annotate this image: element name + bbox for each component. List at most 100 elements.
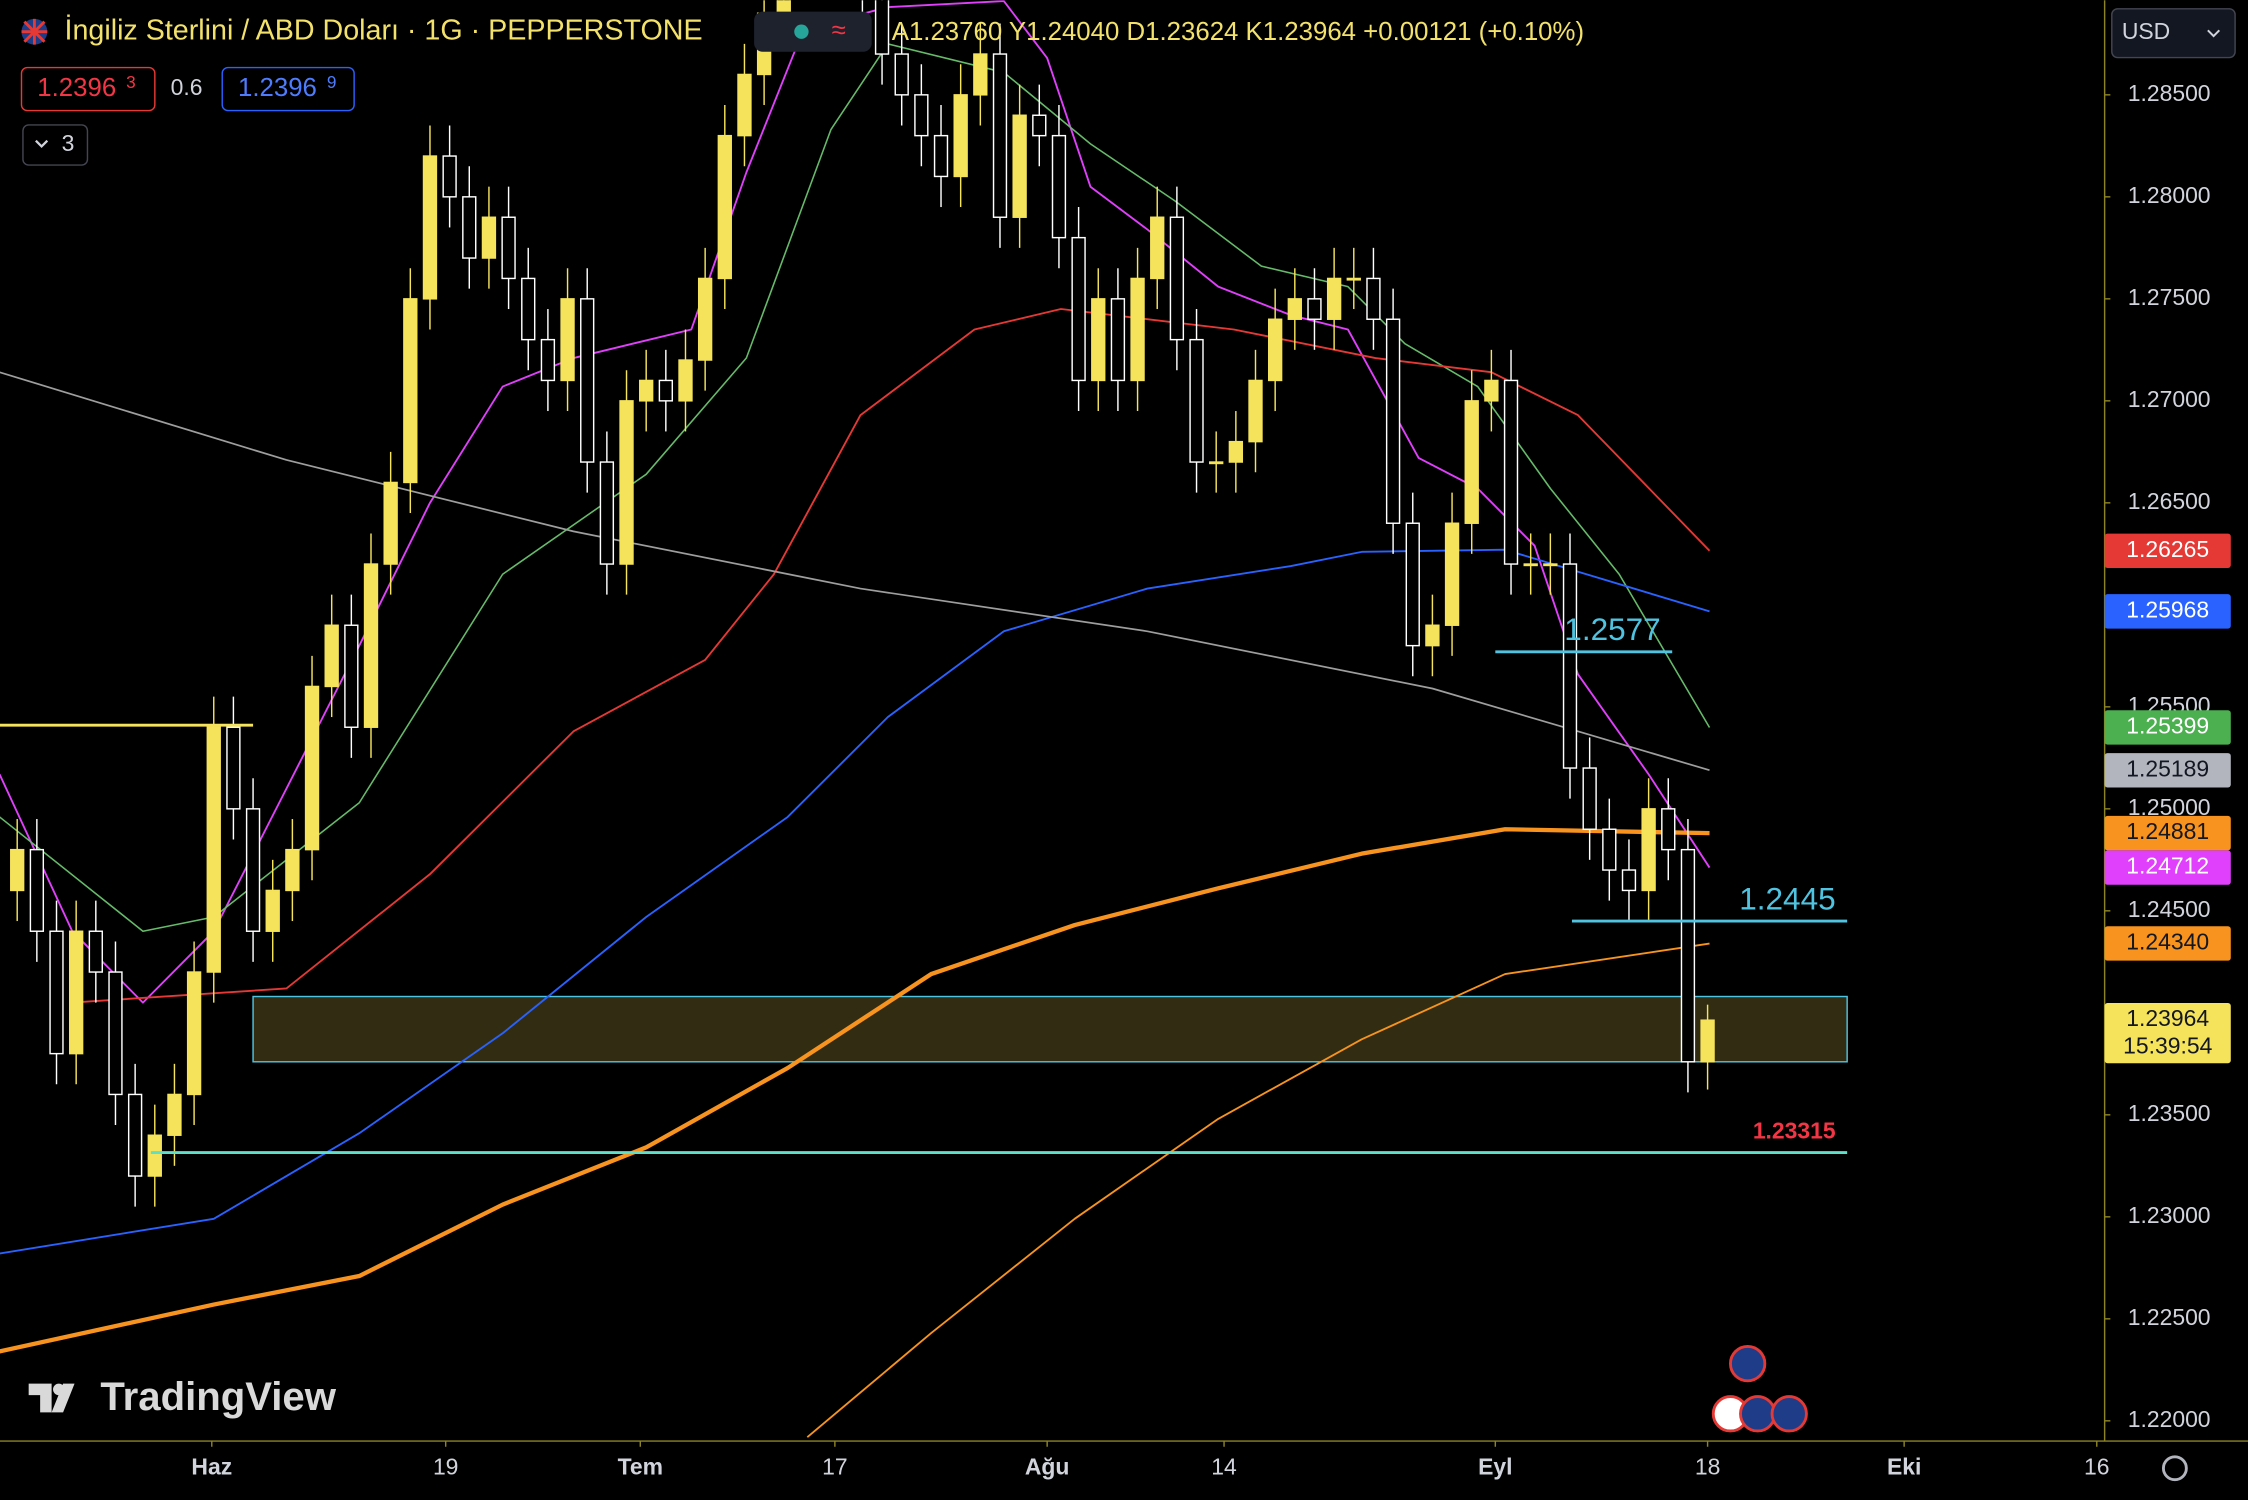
- candle-body: [1405, 522, 1420, 647]
- settings-button[interactable]: [2161, 1455, 2188, 1482]
- candle-body: [1307, 298, 1322, 320]
- sell-button[interactable]: [20, 66, 156, 112]
- candle-body: [1071, 236, 1086, 382]
- candle-body: [776, 0, 791, 14]
- candle-body: [521, 277, 536, 341]
- moving-average: [0, 827, 1710, 1354]
- candle-body: [1602, 828, 1617, 871]
- candle-body: [1562, 563, 1578, 769]
- candle-body: [1503, 379, 1519, 565]
- level-label: 1.23315: [1753, 1118, 1836, 1144]
- x-tick-label: 14: [1211, 1453, 1237, 1479]
- candle-body: [1012, 114, 1027, 218]
- candle-body: [953, 94, 968, 178]
- y-tick-label: 1.22000: [2128, 1406, 2211, 1432]
- currency-select[interactable]: [2111, 8, 2236, 59]
- candle-body: [1523, 563, 1538, 567]
- buy-button[interactable]: [221, 66, 355, 112]
- candle-body: [108, 971, 123, 1096]
- delay-icon: ≈: [832, 17, 846, 45]
- price-badge: [2104, 1002, 2231, 1064]
- bar-countdown: 15:39:54: [2123, 1032, 2212, 1058]
- y-tick-label: 1.23000: [2128, 1202, 2211, 1228]
- events[interactable]: [1711, 1344, 1808, 1433]
- candle-body: [127, 1093, 143, 1177]
- price-badge: [2104, 753, 2231, 788]
- indicators-toggle[interactable]: [22, 124, 89, 166]
- candle-body: [1641, 808, 1656, 892]
- moving-average: [806, 942, 1710, 1438]
- candle-body: [1130, 277, 1145, 382]
- header: İngiliz Sterlini / ABD Doları · 1G · PEP…: [20, 8, 2236, 166]
- moving-average: [0, 371, 1710, 772]
- candle-body: [678, 359, 693, 402]
- candle-body: [462, 196, 477, 259]
- spread: 0.6: [171, 74, 203, 100]
- candle-body: [1346, 277, 1361, 281]
- candle-body: [1091, 298, 1106, 382]
- candle-body: [560, 298, 575, 382]
- event-icon[interactable]: [1729, 1344, 1767, 1383]
- x-tick-label: 18: [1695, 1453, 1721, 1479]
- price-badge-label: 1.25189: [2126, 755, 2209, 781]
- symbol-title[interactable]: İngiliz Sterlini / ABD Doları · 1G · PEP…: [65, 13, 703, 46]
- candle-body: [658, 379, 674, 402]
- price-badge-label: 1.26265: [2126, 536, 2209, 562]
- price-badge: [2104, 710, 2231, 745]
- event-icon[interactable]: [1770, 1395, 1808, 1433]
- logo: TradingView: [28, 1374, 337, 1419]
- buy-price-pip: 9: [327, 72, 337, 92]
- price-badge-label: 1.24712: [2126, 853, 2209, 879]
- price-badge: [2104, 850, 2231, 885]
- axes: 1.285001.280001.275001.270001.265001.260…: [191, 80, 2231, 1479]
- candle-body: [1150, 216, 1165, 280]
- market-open-dot: [794, 24, 809, 39]
- candle-body: [697, 277, 713, 361]
- price-badge: [2104, 815, 2231, 851]
- indicators-count: 3: [62, 130, 75, 156]
- candle-body: [1543, 563, 1558, 567]
- price-badge-label: 1.23964: [2126, 1005, 2209, 1031]
- y-tick-label: 1.24500: [2128, 896, 2211, 922]
- price-badge-label: 1.24340: [2126, 929, 2209, 955]
- candle-body: [874, 0, 890, 55]
- candle-body: [992, 53, 1008, 218]
- candle-body: [1287, 298, 1302, 320]
- y-tick-label: 1.26500: [2128, 488, 2211, 514]
- y-tick-label: 1.28000: [2128, 182, 2211, 208]
- candle-body: [68, 930, 84, 1055]
- candle-body: [226, 726, 241, 810]
- candle-body: [737, 73, 752, 137]
- candle-body: [973, 53, 988, 96]
- candle-body: [639, 379, 654, 402]
- price-badge: [2104, 926, 2231, 961]
- candle-body: [894, 53, 909, 96]
- y-tick-label: 1.25000: [2128, 794, 2211, 820]
- candle-body: [1385, 318, 1401, 524]
- level-label: 1.2445: [1739, 880, 1835, 916]
- candle-body: [1661, 808, 1676, 851]
- price-badge-label: 1.24881: [2126, 818, 2209, 844]
- candle-body: [1110, 298, 1126, 382]
- status-box[interactable]: [754, 11, 872, 52]
- candle-body: [1621, 869, 1637, 892]
- level-label: 1.2577: [1564, 611, 1660, 647]
- sell-price-pip: 3: [126, 72, 136, 92]
- candle-body: [540, 338, 556, 382]
- candle-body: [1248, 379, 1263, 443]
- chevron: [2207, 29, 2221, 38]
- candle-body: [1484, 379, 1499, 402]
- x-tick-label: Eyl: [1478, 1453, 1512, 1479]
- candle-body: [1366, 277, 1381, 320]
- y-tick-label: 1.28500: [2128, 80, 2211, 106]
- candle-body: [1209, 461, 1224, 465]
- candle-body: [147, 1134, 162, 1177]
- candle-body: [1169, 216, 1185, 341]
- candle-body: [10, 848, 25, 892]
- event-icon[interactable]: [1739, 1395, 1777, 1433]
- candle-body: [29, 848, 45, 932]
- candle-body: [49, 930, 64, 1055]
- candle-body: [1051, 134, 1067, 239]
- candle-body: [245, 808, 261, 932]
